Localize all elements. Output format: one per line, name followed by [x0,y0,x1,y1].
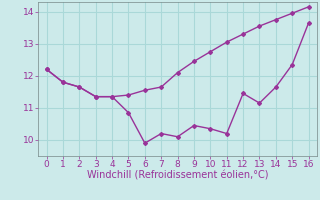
X-axis label: Windchill (Refroidissement éolien,°C): Windchill (Refroidissement éolien,°C) [87,171,268,181]
